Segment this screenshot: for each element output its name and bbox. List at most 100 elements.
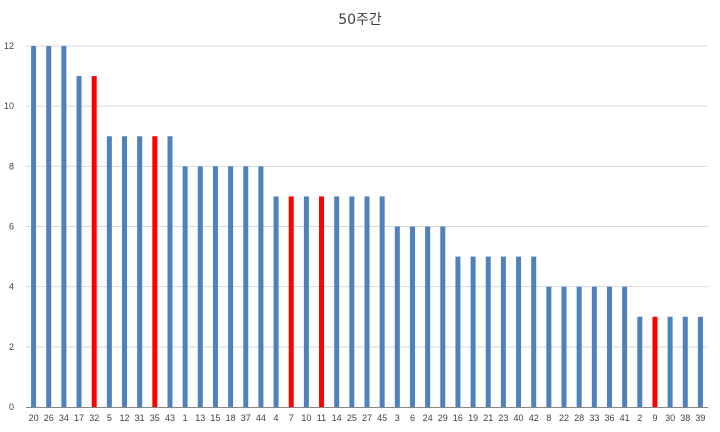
y-tick-label: 8	[9, 161, 14, 171]
bar	[379, 196, 385, 407]
bar	[485, 256, 491, 407]
bar	[697, 316, 703, 407]
bar	[273, 196, 279, 407]
bar	[470, 256, 476, 407]
x-tick-label: 3	[395, 413, 400, 423]
x-tick-label: 5	[107, 413, 112, 423]
x-tick-label: 37	[241, 413, 251, 423]
bar	[531, 256, 537, 407]
y-tick-label: 6	[9, 222, 14, 232]
bar	[546, 286, 552, 407]
bar	[516, 256, 522, 407]
bar	[76, 76, 82, 407]
x-tick-label: 29	[438, 413, 448, 423]
chart-title: 50주간	[338, 12, 382, 28]
x-tick-label: 4	[274, 413, 279, 423]
x-tick-label: 10	[301, 413, 311, 423]
x-tick-label: 45	[377, 413, 387, 423]
x-tick-label: 17	[74, 413, 84, 423]
bar	[334, 196, 340, 407]
x-tick-label: 16	[453, 413, 463, 423]
x-tick-label: 13	[195, 413, 205, 423]
x-tick-label: 18	[226, 413, 236, 423]
x-tick-label: 32	[89, 413, 99, 423]
y-tick-label: 2	[9, 342, 14, 352]
bar	[106, 136, 112, 407]
bar	[122, 136, 128, 407]
x-tick-label: 19	[468, 413, 478, 423]
bar	[182, 166, 188, 407]
x-tick-label: 34	[59, 413, 69, 423]
bar	[637, 316, 643, 407]
x-tick-label: 20	[29, 413, 39, 423]
x-tick-label: 21	[483, 413, 493, 423]
x-tick-label: 40	[514, 413, 524, 423]
x-tick-label: 33	[589, 413, 599, 423]
bar	[500, 256, 506, 407]
x-tick-label: 25	[347, 413, 357, 423]
x-tick-label: 35	[150, 413, 160, 423]
bar	[243, 166, 249, 407]
x-tick-label: 43	[165, 413, 175, 423]
bar	[394, 226, 400, 407]
x-tick-label: 26	[44, 413, 54, 423]
x-tick-label: 14	[332, 413, 342, 423]
x-tick-label: 41	[620, 413, 630, 423]
bar-highlighted	[652, 316, 658, 407]
x-tick-label: 28	[574, 413, 584, 423]
bar	[303, 196, 309, 407]
bar	[228, 166, 234, 407]
x-tick-label: 36	[604, 413, 614, 423]
bar	[258, 166, 264, 407]
x-tick-label: 31	[135, 413, 145, 423]
x-tick-label: 22	[559, 413, 569, 423]
bar-highlighted	[288, 196, 294, 407]
x-tick-label: 38	[680, 413, 690, 423]
bar	[591, 286, 597, 407]
x-tick-label: 27	[362, 413, 372, 423]
bar	[667, 316, 673, 407]
x-tick-label: 42	[529, 413, 539, 423]
x-tick-label: 24	[423, 413, 433, 423]
x-tick-label: 30	[665, 413, 675, 423]
x-tick-label: 1	[183, 413, 188, 423]
bar	[440, 226, 446, 407]
bar	[606, 286, 612, 407]
bar-highlighted	[152, 136, 158, 407]
x-tick-label: 12	[120, 413, 130, 423]
bar-highlighted	[319, 196, 325, 407]
bar	[682, 316, 688, 407]
x-tick-label: 15	[210, 413, 220, 423]
y-tick-label: 10	[4, 101, 14, 111]
bar	[561, 286, 567, 407]
x-tick-label: 7	[289, 413, 294, 423]
bar	[137, 136, 143, 407]
bar	[576, 286, 582, 407]
x-tick-label: 44	[256, 413, 266, 423]
bar	[31, 46, 37, 407]
bar	[197, 166, 203, 407]
x-tick-label: 11	[317, 413, 326, 423]
bar	[425, 226, 431, 407]
x-tick-label: 39	[695, 413, 705, 423]
bar	[167, 136, 173, 407]
x-tick-label: 8	[546, 413, 551, 423]
bar	[212, 166, 218, 407]
bar	[364, 196, 370, 407]
bar	[61, 46, 67, 407]
x-tick-label: 2	[637, 413, 642, 423]
y-tick-label: 0	[9, 402, 14, 412]
bar	[349, 196, 355, 407]
bar	[455, 256, 461, 407]
bar	[409, 226, 415, 407]
x-tick-label: 23	[498, 413, 508, 423]
bar	[622, 286, 628, 407]
bar	[46, 46, 52, 407]
y-tick-label: 4	[9, 282, 14, 292]
x-tick-label: 6	[410, 413, 415, 423]
y-tick-label: 12	[4, 41, 14, 51]
bar-highlighted	[91, 76, 97, 407]
x-tick-label: 9	[652, 413, 657, 423]
